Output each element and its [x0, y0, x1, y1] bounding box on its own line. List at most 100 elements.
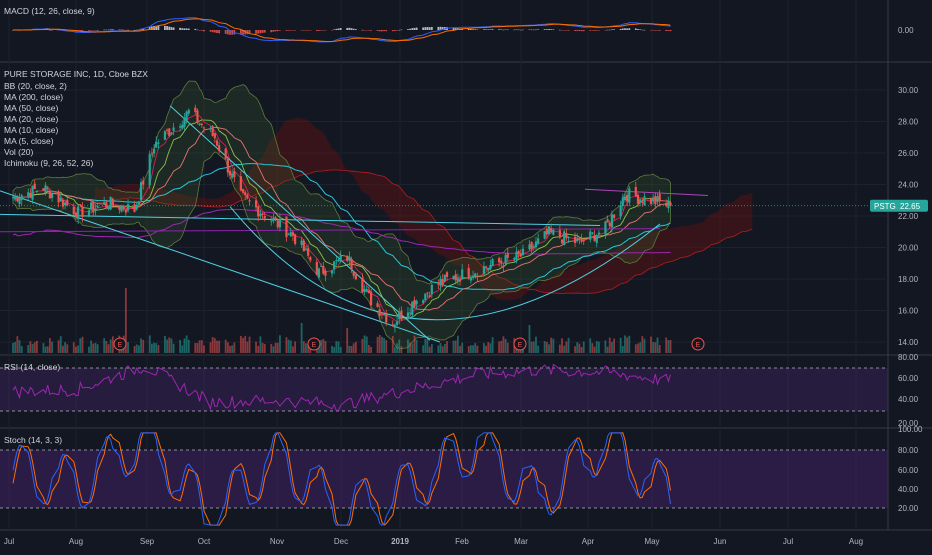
- earnings-marker[interactable]: E: [113, 337, 127, 351]
- macd-histogram-bar: [279, 30, 281, 31]
- volume-bar: [604, 340, 607, 353]
- macd-histogram-bar: [530, 29, 533, 31]
- macd-histogram-bar: [589, 30, 592, 31]
- price-axis-column[interactable]: [888, 0, 932, 550]
- volume-bar: [324, 341, 327, 353]
- macd-histogram-bar: [385, 30, 388, 32]
- macd-histogram-bar: [515, 29, 518, 31]
- candle-body: [48, 190, 52, 199]
- volume-bar: [426, 338, 429, 353]
- volume-bar: [430, 344, 433, 353]
- macd-histogram-bar: [331, 30, 333, 31]
- candle-body: [580, 238, 583, 242]
- candlesticks[interactable]: [11, 104, 672, 333]
- volume-bar: [593, 346, 596, 353]
- volume-bar: [183, 338, 186, 353]
- candle-body: [14, 195, 17, 200]
- legend-ma5[interactable]: MA (5, close): [4, 136, 54, 146]
- time-axis[interactable]: Jul Aug Sep Oct Nov Dec 2019 Feb Mar Apr May Jun Jul…: [4, 537, 863, 546]
- candle-body: [619, 205, 622, 217]
- rsi-line[interactable]: [12, 363, 671, 411]
- candle-body: [44, 185, 47, 193]
- macd-histogram-bar: [246, 30, 249, 35]
- candle-body: [294, 234, 297, 244]
- macd-histogram-bar: [580, 30, 583, 32]
- macd-histogram-bar: [595, 30, 598, 31]
- candle-body: [46, 187, 49, 189]
- volume-bar: [370, 346, 372, 353]
- volume-bar: [137, 345, 140, 353]
- candle-body: [576, 238, 579, 242]
- volume-bar: [226, 342, 229, 353]
- legend-vol[interactable]: Vol (20): [4, 147, 33, 157]
- candle-body: [352, 271, 355, 276]
- candle-body: [346, 256, 349, 261]
- earnings-marker[interactable]: E: [513, 337, 527, 351]
- macd-histogram-bar: [643, 29, 646, 31]
- volume-bar: [292, 346, 294, 353]
- volume-bar: [368, 344, 370, 353]
- volume-bar: [18, 340, 21, 353]
- macd-histogram-bar: [318, 30, 320, 31]
- candle-body: [482, 266, 486, 275]
- price-legend[interactable]: PURE STORAGE INC, 1D, Cboe BZX BB (20, c…: [4, 69, 148, 168]
- stoch-legend[interactable]: Stoch (14, 3, 3): [4, 435, 62, 445]
- candle-body: [241, 189, 245, 193]
- price-tag-value: 22.65: [900, 202, 921, 211]
- volume-bar: [621, 345, 624, 353]
- price-tick-label: 18.00: [898, 275, 919, 284]
- volume-bar: [669, 339, 672, 353]
- macd-pane[interactable]: [12, 17, 672, 43]
- macd-histogram-bar: [292, 30, 294, 31]
- earnings-marker[interactable]: E: [307, 337, 321, 351]
- legend-ma10[interactable]: MA (10, close): [4, 125, 58, 135]
- volume-bar: [42, 343, 45, 353]
- macd-histogram-bar: [407, 29, 409, 30]
- volume-bar: [558, 344, 561, 353]
- trend-line: [169, 105, 431, 341]
- trend-line: [0, 190, 441, 343]
- volume-bar: [354, 341, 357, 353]
- candle-body: [187, 109, 190, 114]
- candle-body: [29, 192, 32, 198]
- volume-bar: [563, 345, 566, 353]
- candle-body: [87, 210, 91, 216]
- candle-body: [35, 190, 38, 192]
- macd-histogram-bar: [500, 29, 503, 30]
- earnings-marker[interactable]: E: [691, 337, 705, 351]
- macd-histogram-bar: [498, 29, 500, 30]
- macd-histogram-bar: [472, 29, 474, 30]
- candle-body: [391, 324, 394, 326]
- volume-bar: [20, 345, 23, 353]
- macd-histogram-bar: [300, 30, 303, 31]
- legend-ma50[interactable]: MA (50, close): [4, 103, 58, 113]
- candle-body: [218, 145, 221, 151]
- legend-ma200[interactable]: MA (200, close): [4, 92, 63, 102]
- candle-body: [224, 148, 227, 159]
- macd-zero-tick: 0.00: [898, 26, 914, 35]
- macd-legend[interactable]: MACD (12, 26, close, 9): [4, 6, 95, 16]
- volume-bar: [127, 342, 129, 353]
- candle-body: [491, 259, 494, 267]
- candle-body: [567, 237, 570, 239]
- volume-bar: [164, 335, 166, 353]
- volume-bar: [532, 341, 535, 353]
- legend-ma20[interactable]: MA (20, close): [4, 114, 58, 124]
- earnings-letter: E: [312, 342, 317, 349]
- price-tick-label: 30.00: [898, 86, 919, 95]
- macd-histogram-bar: [506, 29, 509, 31]
- rsi-legend[interactable]: RSI (14, close): [4, 362, 60, 372]
- stoch-k-line[interactable]: [12, 432, 671, 526]
- volume-bar: [289, 340, 292, 353]
- candle-body: [133, 204, 136, 212]
- legend-ichimoku[interactable]: Ichimoku (9, 26, 52, 26): [4, 158, 93, 168]
- macd-histogram-bar: [454, 27, 457, 30]
- volume-bar: [400, 346, 403, 353]
- volume-bar: [504, 338, 507, 353]
- candle-body: [506, 253, 509, 258]
- symbol-title[interactable]: PURE STORAGE INC, 1D, Cboe BZX: [4, 69, 148, 79]
- legend-bb[interactable]: BB (20, close, 2): [4, 81, 67, 91]
